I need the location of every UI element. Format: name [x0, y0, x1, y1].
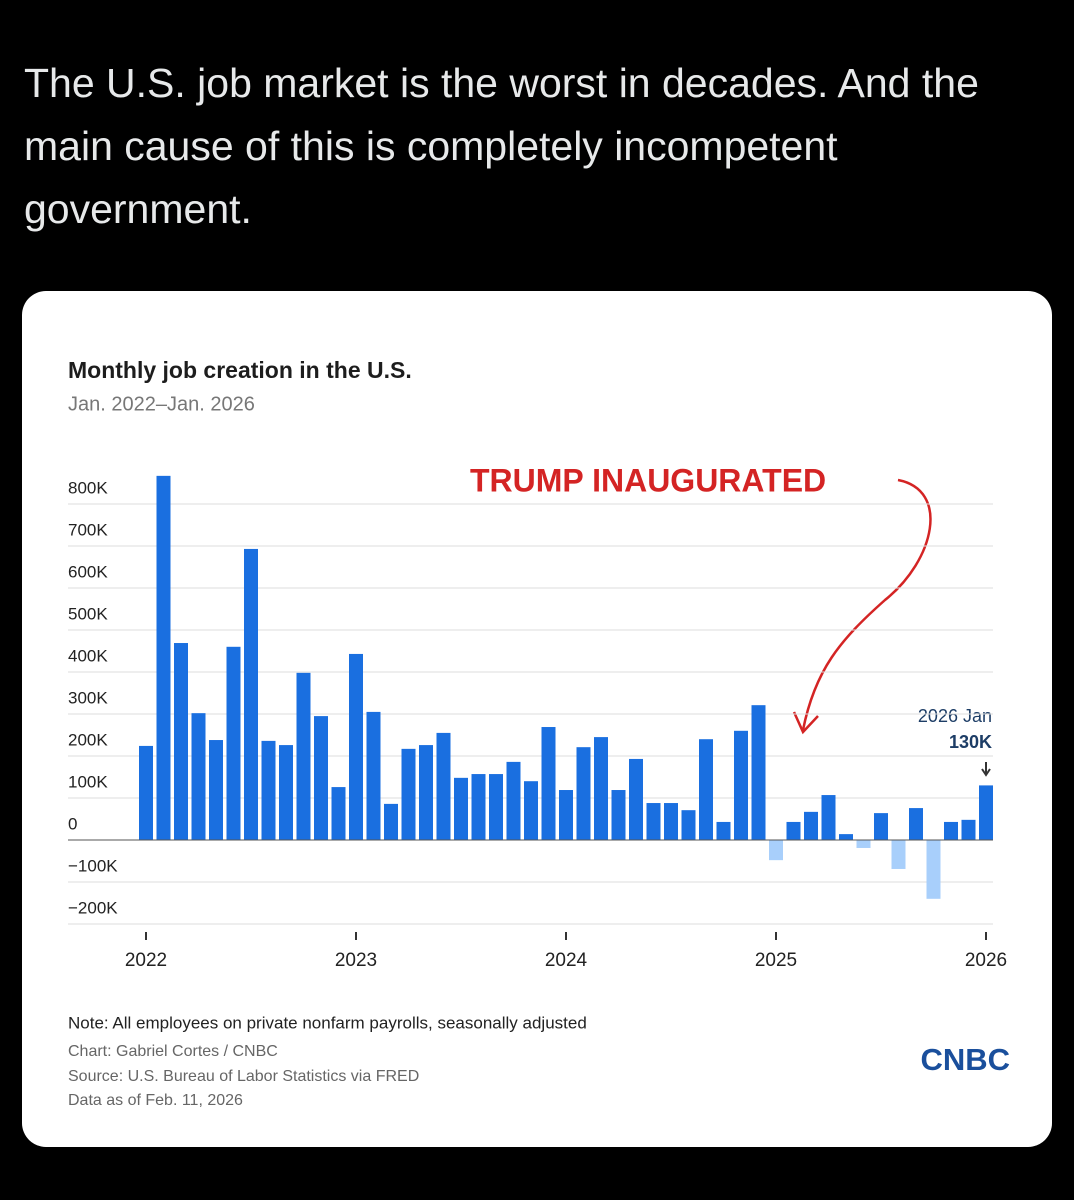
bar — [296, 672, 311, 840]
y-tick-label: 0 — [68, 814, 77, 833]
bar — [349, 653, 363, 840]
bar — [926, 840, 941, 899]
bar — [331, 787, 346, 840]
bar — [839, 834, 853, 840]
callout-label: 2026 Jan — [918, 706, 992, 726]
bar — [139, 745, 153, 840]
bar — [751, 705, 766, 840]
bar — [699, 739, 713, 840]
post-text: The U.S. job market is the worst in deca… — [24, 60, 979, 232]
bar — [174, 643, 188, 840]
bar — [226, 646, 241, 840]
bar — [279, 745, 293, 840]
bar — [611, 790, 626, 840]
bar — [909, 808, 923, 840]
chart-subtitle: Jan. 2022–Jan. 2026 — [68, 393, 255, 415]
annotation-arrow — [801, 478, 932, 731]
bar — [419, 745, 433, 840]
bar — [244, 548, 258, 840]
bar — [891, 840, 906, 869]
bar — [594, 737, 608, 840]
data-date: Data as of Feb. 11, 2026 — [68, 1092, 243, 1109]
callout-arrow — [981, 762, 991, 777]
bar — [769, 840, 783, 861]
chart-title: Monthly job creation in the U.S. — [68, 357, 412, 383]
bar — [454, 777, 468, 840]
source: Source: U.S. Bureau of Labor Statistics … — [68, 1068, 419, 1085]
bar — [366, 711, 381, 840]
x-tick-label: 2023 — [335, 950, 377, 971]
bar — [821, 795, 836, 840]
bar — [786, 821, 801, 840]
bar — [471, 774, 486, 840]
y-tick-label: 700K — [68, 520, 108, 539]
y-tick-label: −200K — [68, 898, 118, 917]
x-tick-label: 2026 — [965, 950, 1007, 971]
y-tick-label: 800K — [68, 478, 108, 497]
bar — [979, 785, 993, 840]
credit: Chart: Gabriel Cortes / CNBC — [68, 1043, 278, 1060]
y-tick-label: 300K — [68, 688, 108, 707]
bar — [734, 730, 748, 840]
bar — [436, 732, 451, 840]
bar — [944, 821, 958, 840]
bar — [716, 821, 731, 840]
bar — [489, 774, 503, 840]
bar — [524, 781, 538, 840]
bar — [804, 811, 818, 840]
bar — [874, 813, 888, 840]
x-tick-label: 2022 — [125, 950, 167, 971]
value-label: 130K — [949, 732, 992, 752]
y-tick-label: 100K — [68, 772, 108, 791]
bar — [576, 747, 591, 840]
bar — [156, 475, 171, 840]
bar — [856, 840, 871, 848]
bar — [384, 803, 398, 840]
bar — [314, 716, 328, 840]
bar — [541, 727, 556, 840]
logo: CNBC — [920, 1042, 1010, 1077]
annotation-arrowhead — [792, 711, 819, 735]
bar — [681, 810, 696, 840]
x-tick-label: 2025 — [755, 950, 797, 971]
bar — [664, 803, 678, 840]
bar — [506, 761, 521, 840]
bar — [559, 790, 573, 840]
y-tick-label: 600K — [68, 562, 108, 581]
y-tick-label: 200K — [68, 730, 108, 749]
bar — [961, 819, 976, 840]
y-tick-label: −100K — [68, 856, 118, 875]
note: Note: All employees on private nonfarm p… — [68, 1013, 587, 1032]
bar — [191, 713, 206, 840]
x-tick-label: 2024 — [545, 950, 588, 971]
bar — [261, 740, 276, 840]
y-tick-label: 500K — [68, 604, 108, 623]
bar — [401, 748, 416, 840]
bar — [646, 803, 661, 840]
annotation: TRUMP INAUGURATED — [470, 462, 826, 498]
card — [22, 291, 1052, 1147]
bar — [629, 758, 643, 840]
y-tick-label: 400K — [68, 646, 108, 665]
bar — [209, 740, 223, 840]
